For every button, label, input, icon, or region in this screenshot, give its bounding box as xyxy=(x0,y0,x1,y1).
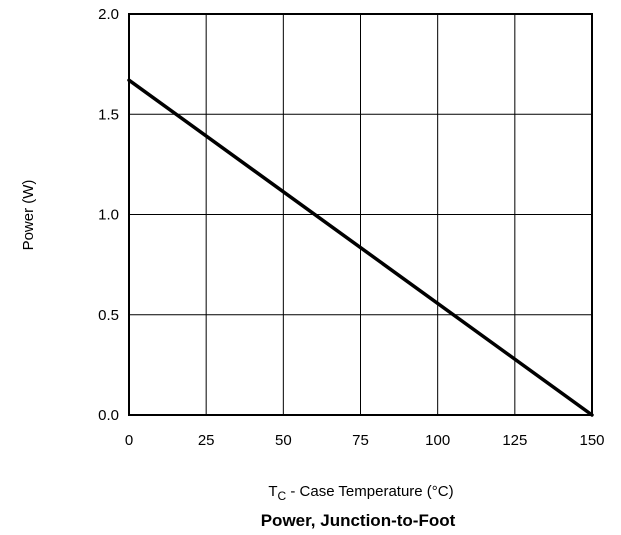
grid-lines xyxy=(128,13,593,416)
y-tick-label: 0.5 xyxy=(98,307,119,324)
x-tick-label: 100 xyxy=(425,432,450,449)
plot-frame xyxy=(128,13,593,416)
x-tick-label: 50 xyxy=(275,432,292,449)
x-tick-label: 150 xyxy=(579,432,604,449)
x-tick-label: 125 xyxy=(502,432,527,449)
chart-title: Power, Junction-to-Foot xyxy=(261,511,456,530)
x-tick-label: 0 xyxy=(125,432,133,449)
x-axis-label-suffix: - Case Temperature (°C) xyxy=(286,483,453,500)
series-line-0 xyxy=(127,78,594,417)
y-tick-label: 2.0 xyxy=(98,6,119,23)
series-layer xyxy=(127,78,594,417)
y-tick-labels: 0.0 0.5 1.0 1.5 2.0 xyxy=(98,6,119,424)
y-axis-label: Power (W) xyxy=(20,180,37,251)
y-tick-label: 0.0 xyxy=(98,407,119,424)
x-tick-label: 75 xyxy=(352,432,369,449)
x-tick-label: 25 xyxy=(198,432,215,449)
y-tick-label: 1.0 xyxy=(98,207,119,224)
y-tick-label: 1.5 xyxy=(98,106,119,123)
x-axis-label: TC - Case Temperature (°C) xyxy=(268,483,453,503)
x-tick-labels: 0 25 50 75 100 125 150 xyxy=(125,432,605,449)
x-axis-label-subscript: C xyxy=(278,489,287,503)
x-axis-label-prefix: T xyxy=(268,483,277,500)
